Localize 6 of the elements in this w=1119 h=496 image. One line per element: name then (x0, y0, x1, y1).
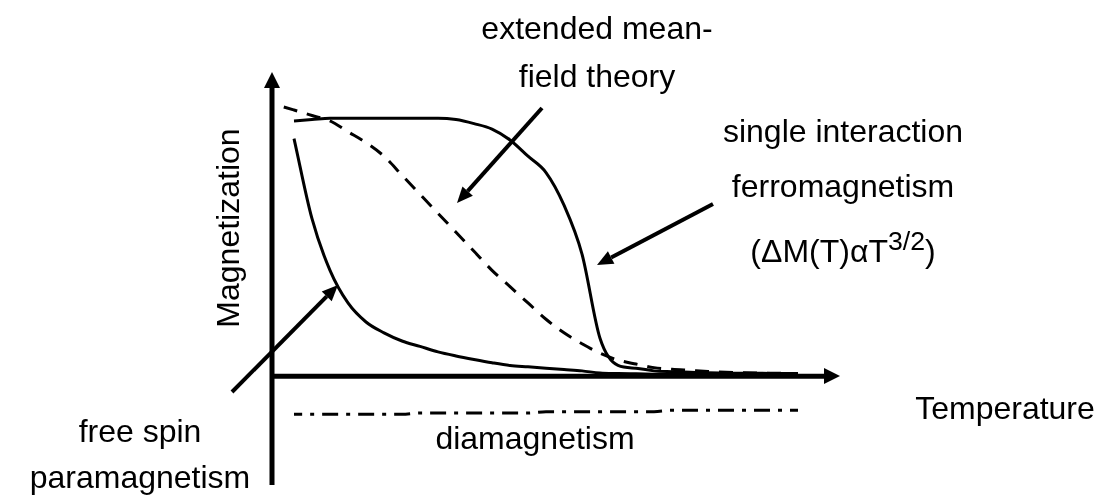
text: extended mean-field theory (480, 9, 714, 96)
annotation: single interaction ferromagnetism (ΔM(T)αT$^{3/2}$) (721, 112, 965, 271)
text: free spin paramagnetism (28, 412, 252, 496)
y-axis-title: Magnetization (209, 127, 247, 330)
x-axis-title: Temperature (914, 389, 1096, 428)
series-label: diamagnetism (434, 419, 636, 458)
